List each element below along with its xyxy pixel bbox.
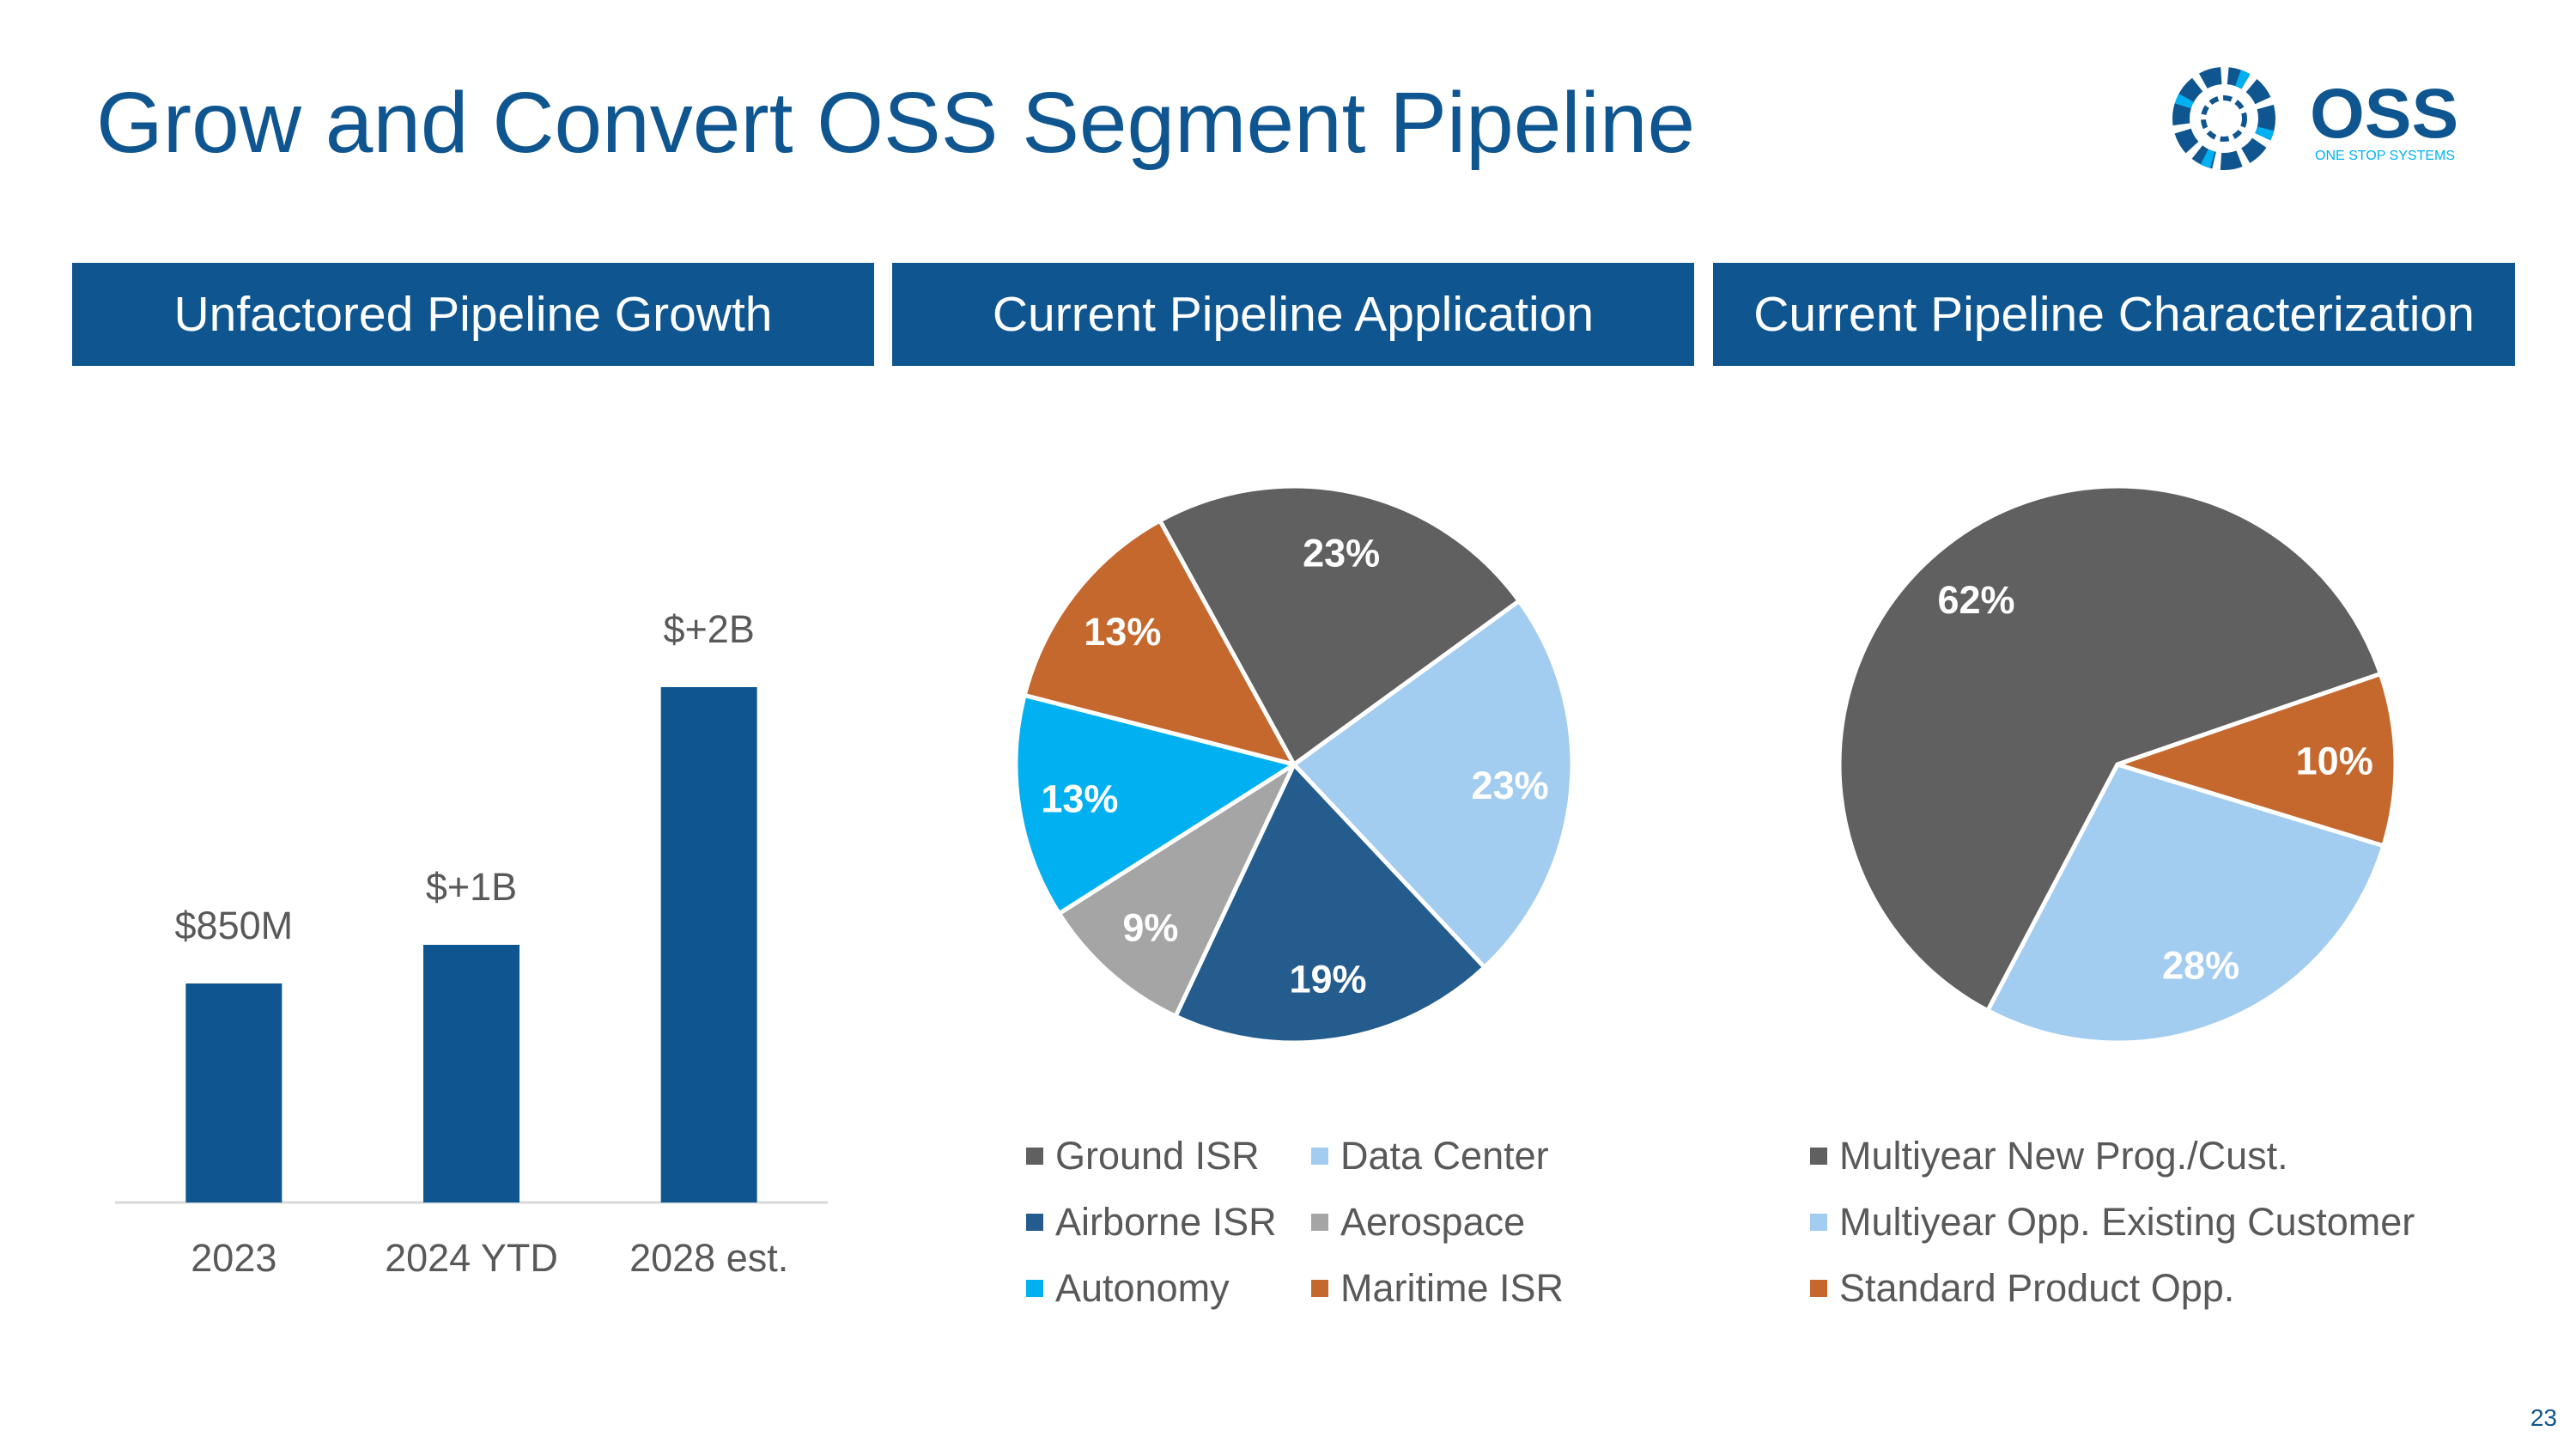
pie-slice-autonomy (1013, 692, 1297, 916)
pie-slice-multiyear-opp-existing-customer (1985, 762, 2386, 1045)
logo-tagline: ONE STOP SYSTEMS (2315, 149, 2455, 163)
pipeline-application-legend: Ground ISR Data Center Airborne ISR Aerospa… (1026, 1134, 1679, 1340)
bar-2024-ytd (423, 945, 519, 1202)
pie-slice-label: 13% (1041, 777, 1118, 821)
legend-swatch (1810, 1148, 1827, 1165)
legend-item-data-center: Data Center (1311, 1134, 1549, 1178)
pipeline-characterization-pie-chart: 62% 28% 10% (1837, 484, 2398, 1045)
bar-2023 (185, 983, 283, 1202)
banner-pipeline-characterization: Current Pipeline Characterization (1713, 263, 2515, 366)
pie-slice-standard-product-opp (2115, 672, 2398, 849)
legend-swatch (1311, 1148, 1328, 1165)
pie-slice-label: 62% (1937, 578, 2014, 622)
page-number: 23 (2530, 1404, 2557, 1431)
pipeline-characterization-legend: Multiyear New Prog./Cust. Multiyear Opp. … (1810, 1134, 2531, 1340)
logo-ring-icon (2172, 67, 2275, 170)
pie-slice-label: 19% (1289, 958, 1366, 1002)
legend-swatch (1810, 1214, 1827, 1231)
pipeline-growth-bar-chart: $850M 2023 $+1B 2024 YTD $+2B 2028 est. (115, 607, 828, 1280)
banner-pipeline-growth: Unfactored Pipeline Growth (72, 263, 874, 366)
legend-swatch (1026, 1148, 1043, 1165)
legend-item-multiyear-opp-existing-customer: Multiyear Opp. Existing Customer (1810, 1200, 2415, 1245)
x-tick-label: 2023 (191, 1236, 276, 1280)
pie-slice-airborne-isr (1173, 762, 1487, 1045)
pie-slice-label: 10% (2296, 740, 2373, 783)
bar-data-label: $850M (175, 904, 294, 947)
pie-slice-aerospace (1056, 762, 1297, 1019)
legend-item-aerospace: Aerospace (1311, 1200, 1525, 1245)
pie-slice-label: 9% (1122, 906, 1178, 950)
banner-pipeline-application: Current Pipeline Application (892, 263, 1694, 366)
pie-slice-label: 23% (1303, 531, 1380, 575)
legend-label: Autonomy (1055, 1266, 1230, 1310)
legend-label: Standard Product Opp. (1839, 1266, 2235, 1310)
legend-swatch (1026, 1214, 1043, 1231)
legend-swatch (1810, 1280, 1827, 1297)
legend-item-airborne-isr: Airborne ISR (1026, 1200, 1277, 1245)
legend-item-autonomy: Autonomy (1026, 1266, 1230, 1311)
legend-item-maritime-isr: Maritime ISR (1311, 1266, 1564, 1311)
page-title: Grow and Convert OSS Segment Pipeline (96, 75, 1696, 171)
logo-wordmark: OSS (2310, 75, 2458, 153)
legend-item-ground-isr: Ground ISR (1026, 1134, 1260, 1178)
pie-slice-label: 13% (1084, 610, 1161, 654)
pie-slice-label: 23% (1472, 764, 1549, 807)
pie-slice-maritime-isr (1022, 518, 1297, 767)
legend-label: Multiyear New Prog./Cust. (1839, 1134, 2288, 1178)
pipeline-application-pie-chart: 23% 19% 9% 13% 13% 23% (1013, 484, 1575, 1045)
pie-slice-data-center (1291, 599, 1575, 970)
pie-slice-multiyear-new-prog-cust (1837, 484, 2383, 1014)
x-tick-label: 2028 est. (629, 1236, 788, 1280)
legend-label: Ground ISR (1055, 1134, 1260, 1178)
pie-slice-ground-isr (1157, 484, 1522, 767)
pie-slice-label: 28% (2162, 943, 2239, 987)
bar-data-label: $+1B (426, 865, 517, 909)
legend-swatch (1026, 1280, 1043, 1297)
legend-item-multiyear-new-prog-cust: Multiyear New Prog./Cust. (1810, 1134, 2288, 1178)
legend-label: Data Center (1340, 1134, 1549, 1178)
legend-swatch (1311, 1214, 1328, 1231)
legend-item-standard-product-opp: Standard Product Opp. (1810, 1266, 2234, 1311)
legend-label: Aerospace (1340, 1200, 1526, 1244)
bar-2028-est (660, 687, 757, 1202)
x-tick-label: 2024 YTD (385, 1236, 558, 1280)
legend-label: Airborne ISR (1055, 1200, 1277, 1244)
legend-label: Multiyear Opp. Existing Customer (1839, 1200, 2415, 1244)
oss-logo: OSS ONE STOP SYSTEMS (2172, 67, 2458, 170)
legend-swatch (1311, 1280, 1328, 1297)
bar-data-label: $+2B (663, 607, 754, 651)
legend-label: Maritime ISR (1340, 1266, 1564, 1310)
